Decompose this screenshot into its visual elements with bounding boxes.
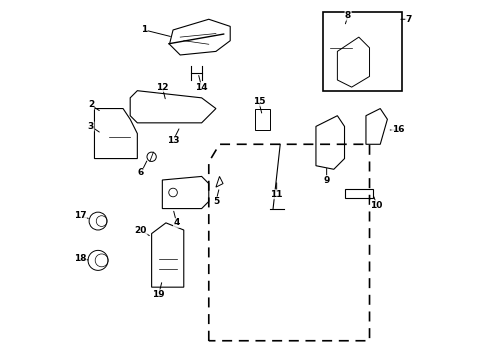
Text: 15: 15 [252, 97, 264, 106]
Text: 20: 20 [134, 225, 147, 234]
Bar [255, 109, 269, 130]
Text: 5: 5 [212, 197, 219, 206]
Text: 1: 1 [141, 26, 147, 35]
Text: 2: 2 [87, 100, 94, 109]
Text: 9: 9 [323, 176, 329, 185]
Text: 12: 12 [156, 83, 168, 92]
Text: 17: 17 [74, 211, 86, 220]
Text: 10: 10 [370, 201, 382, 210]
Text: 11: 11 [270, 190, 283, 199]
Bar [344, 189, 372, 198]
Text: 4: 4 [173, 219, 180, 228]
Text: 6: 6 [138, 168, 144, 177]
Bar [323, 12, 401, 91]
Text: 13: 13 [166, 136, 179, 145]
Text: 19: 19 [152, 290, 165, 299]
Text: 14: 14 [195, 83, 207, 92]
Text: 7: 7 [405, 15, 411, 24]
Text: 16: 16 [391, 126, 404, 135]
FancyArrowPatch shape [168, 34, 224, 44]
Text: 3: 3 [87, 122, 94, 131]
Text: 18: 18 [74, 254, 86, 263]
Text: 8: 8 [344, 11, 350, 20]
